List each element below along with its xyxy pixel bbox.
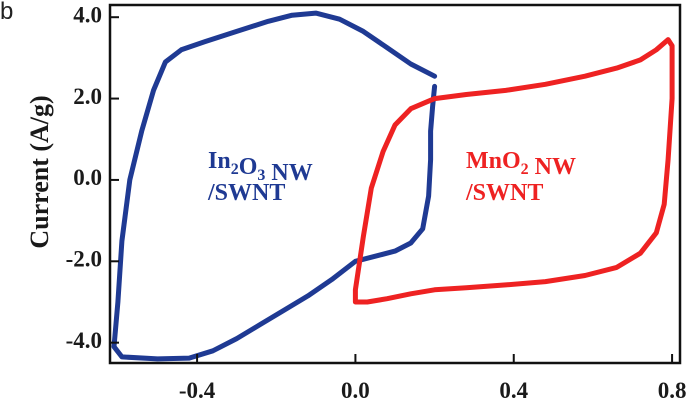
label-main: In [208,148,231,174]
label-subscript: 2 [231,161,239,178]
series-label-in2o3-line1: In2O3 NW [208,148,313,186]
x-tick-label: 0.4 [499,378,528,403]
plot-frame [108,3,682,365]
series-label-in2o3-line2: /SWNT [207,180,285,206]
x-tick-label: 0.0 [341,378,370,403]
y-axis-title: Current (A/g) [25,95,54,248]
series-line-in2o3 [111,10,438,362]
label-subscript: 3 [257,167,265,184]
ticks-group: -0.4 0.0 0.4 0.8 4.0 2.0 0.0 -2.0 -4.0 [66,2,687,403]
y-tick-label: 0.0 [73,165,102,190]
series-line-mno2 [352,37,675,305]
series-group [111,10,675,362]
x-tick-label: 0.8 [658,378,687,403]
series-label-mno2-line1: MnO2 NW [466,148,576,180]
label-end: NW [265,160,312,186]
series-label-mno2-line2: /SWNT [465,180,543,206]
label-mid: O [239,154,258,180]
y-tick-label: 4.0 [73,2,102,27]
plot-border [108,3,682,365]
y-tick-label: -4.0 [66,328,102,353]
panel-letter: b [0,0,13,25]
label-subscript: 2 [521,161,529,178]
x-tick-label: -0.4 [179,378,216,403]
y-tick-label: -2.0 [66,247,102,272]
y-tick-label: 2.0 [73,84,102,109]
label-end: NW [529,154,576,180]
label-main: MnO [466,148,521,174]
